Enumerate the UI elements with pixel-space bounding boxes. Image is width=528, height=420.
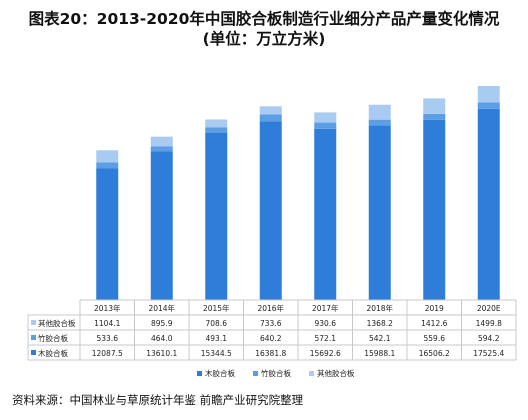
table-row-swatch bbox=[31, 320, 36, 325]
x-tick-label: 2020E bbox=[477, 304, 501, 313]
data-label: 1368.2 bbox=[367, 319, 393, 328]
data-label: 542.1 bbox=[369, 334, 391, 343]
data-label: 16506.2 bbox=[419, 349, 450, 358]
bar-bamboo-7 bbox=[477, 102, 500, 109]
bar-bamboo-1 bbox=[150, 146, 173, 152]
bar-bamboo-0 bbox=[96, 162, 119, 169]
table-row-label: 其他胶合板 bbox=[38, 318, 76, 328]
data-label: 16381.8 bbox=[255, 349, 286, 358]
data-label: 15344.5 bbox=[201, 349, 232, 358]
bar-other-2 bbox=[205, 119, 228, 128]
bars-layer bbox=[80, 85, 516, 301]
chart-title: 图表20：2013-2020年中国胶合板制造行业细分产品产量变化情况 bbox=[28, 10, 500, 28]
bar-bamboo-3 bbox=[259, 114, 282, 122]
data-label: 493.1 bbox=[206, 334, 228, 343]
x-tick-label: 2016年 bbox=[257, 303, 284, 313]
bar-wood-1 bbox=[150, 151, 173, 300]
legend-swatch bbox=[197, 371, 202, 376]
legend-entry: 木胶合板 bbox=[205, 368, 235, 378]
bar-bamboo-6 bbox=[423, 113, 446, 120]
data-label: 1499.8 bbox=[476, 319, 502, 328]
bar-other-0 bbox=[96, 150, 119, 163]
data-label: 930.6 bbox=[315, 319, 337, 328]
data-label: 559.6 bbox=[424, 334, 446, 343]
data-label: 17525.4 bbox=[473, 349, 504, 358]
table-row-swatch bbox=[31, 335, 36, 340]
bar-bamboo-5 bbox=[368, 119, 391, 126]
bar-other-4 bbox=[314, 112, 337, 123]
bar-wood-5 bbox=[368, 125, 391, 300]
data-label: 15988.1 bbox=[364, 349, 395, 358]
legend-entry: 其他胶合板 bbox=[317, 368, 355, 378]
data-table: 2013年 2014年 2015年 2016年 2017年 2018年 2019 2020E 其… bbox=[27, 299, 517, 361]
bar-wood-3 bbox=[259, 121, 282, 300]
data-label: 1412.6 bbox=[421, 319, 447, 328]
data-label: 594.2 bbox=[478, 334, 500, 343]
bar-other-3 bbox=[259, 106, 282, 115]
data-label: 12087.5 bbox=[92, 349, 123, 358]
legend-entry: 竹胶合板 bbox=[261, 368, 291, 378]
data-label: 533.6 bbox=[97, 334, 119, 343]
source-note: 资料来源：中国林业与草原统计年鉴 前瞻产业研究院整理 bbox=[12, 393, 304, 407]
data-label: 895.9 bbox=[151, 319, 173, 328]
data-label: 708.6 bbox=[206, 319, 228, 328]
data-label: 15692.6 bbox=[310, 349, 341, 358]
chart-subtitle: (单位：万立方米) bbox=[202, 30, 326, 48]
data-label: 733.6 bbox=[260, 319, 282, 328]
bar-wood-6 bbox=[423, 119, 446, 301]
legend-swatch bbox=[309, 371, 314, 376]
data-label: 640.2 bbox=[260, 334, 282, 343]
legend-swatch bbox=[253, 371, 258, 376]
table-row-swatch bbox=[31, 350, 36, 355]
x-tick-label: 2015年 bbox=[203, 303, 230, 313]
bar-other-1 bbox=[150, 136, 173, 147]
x-tick-label: 2018年 bbox=[366, 303, 393, 313]
x-tick-label: 2019 bbox=[425, 304, 444, 313]
bar-wood-2 bbox=[205, 132, 228, 300]
bar-other-5 bbox=[368, 104, 391, 120]
bar-other-6 bbox=[423, 98, 446, 114]
x-tick-label: 2017年 bbox=[312, 303, 339, 313]
bar-wood-7 bbox=[477, 108, 500, 300]
x-tick-label: 2014年 bbox=[148, 303, 175, 313]
bar-bamboo-2 bbox=[205, 127, 228, 133]
bar-wood-0 bbox=[96, 168, 119, 300]
data-label: 464.0 bbox=[151, 334, 173, 343]
bar-wood-4 bbox=[314, 128, 337, 300]
table-row-label: 木胶合板 bbox=[38, 348, 68, 358]
data-label: 13610.1 bbox=[146, 349, 177, 358]
chart-legend: 木胶合板 竹胶合板 其他胶合板 bbox=[197, 368, 355, 378]
data-label: 1104.1 bbox=[94, 319, 120, 328]
table-row-label: 竹胶合板 bbox=[38, 333, 68, 343]
x-tick-label: 2013年 bbox=[94, 303, 121, 313]
bar-other-7 bbox=[477, 85, 500, 103]
data-label: 572.1 bbox=[315, 334, 337, 343]
bar-bamboo-4 bbox=[314, 122, 337, 129]
